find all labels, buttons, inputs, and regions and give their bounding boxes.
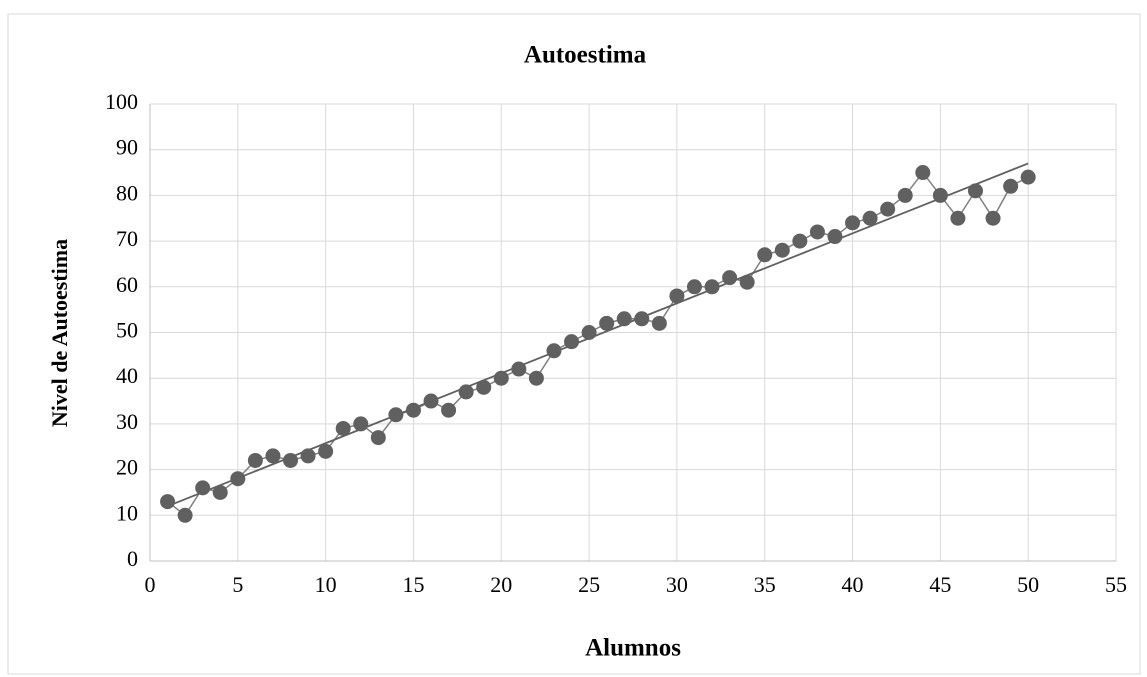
y-tick-label: 80: [116, 180, 138, 205]
data-point: [599, 315, 615, 331]
data-point: [405, 402, 421, 418]
data-point: [230, 471, 246, 487]
data-point: [704, 279, 720, 295]
data-point: [476, 379, 492, 395]
y-tick-label: 40: [116, 363, 138, 388]
data-point: [932, 187, 948, 203]
data-point: [669, 288, 685, 304]
data-point: [862, 210, 878, 226]
y-tick-label: 60: [116, 272, 138, 297]
y-tick-label: 30: [116, 409, 138, 434]
data-point: [388, 407, 404, 423]
data-point: [616, 311, 632, 327]
data-point: [177, 507, 193, 523]
data-point: [967, 183, 983, 199]
data-point: [985, 210, 1001, 226]
data-point: [827, 229, 843, 245]
data-point: [739, 274, 755, 290]
x-tick-label: 50: [1017, 572, 1039, 597]
data-point: [651, 315, 667, 331]
data-point: [247, 452, 263, 468]
data-point: [845, 215, 861, 231]
x-tick-label: 20: [490, 572, 512, 597]
data-point: [897, 187, 913, 203]
data-point: [318, 443, 334, 459]
data-point: [511, 361, 527, 377]
y-tick-label: 100: [105, 89, 138, 114]
data-point: [370, 430, 386, 446]
data-point: [634, 311, 650, 327]
data-point: [950, 210, 966, 226]
x-tick-label: 15: [402, 572, 424, 597]
y-tick-label: 10: [116, 500, 138, 525]
data-point: [335, 420, 351, 436]
x-tick-label: 55: [1105, 572, 1127, 597]
data-point: [915, 165, 931, 181]
data-point: [458, 384, 474, 400]
data-point: [265, 448, 281, 464]
y-axis-label: Nivel de Autoestima: [47, 239, 72, 427]
data-point: [353, 416, 369, 432]
data-point: [283, 452, 299, 468]
data-point: [160, 494, 176, 510]
y-tick-label: 70: [116, 226, 138, 251]
data-point: [564, 334, 580, 350]
data-point: [757, 247, 773, 263]
x-tick-label: 40: [842, 572, 864, 597]
data-point: [1003, 178, 1019, 194]
data-point: [792, 233, 808, 249]
data-point: [722, 270, 738, 286]
x-tick-label: 30: [666, 572, 688, 597]
y-tick-label: 20: [116, 455, 138, 480]
chart-title: Autoestima: [524, 42, 647, 69]
data-point: [581, 325, 597, 340]
data-point: [195, 480, 211, 496]
x-tick-label: 45: [929, 572, 951, 597]
x-axis-label: Alumnos: [585, 635, 681, 662]
x-tick-label: 10: [315, 572, 337, 597]
data-point: [880, 201, 896, 217]
data-point: [774, 242, 790, 258]
y-tick-label: 0: [127, 546, 138, 571]
data-point: [300, 448, 316, 464]
data-point: [546, 343, 562, 359]
x-tick-label: 25: [578, 572, 600, 597]
y-tick-label: 50: [116, 318, 138, 343]
data-point: [493, 370, 509, 386]
data-point: [528, 370, 544, 386]
data-point: [809, 224, 825, 240]
x-tick-label: 5: [232, 572, 243, 597]
data-point: [212, 484, 228, 500]
data-point: [441, 402, 457, 418]
x-tick-label: 35: [754, 572, 776, 597]
x-tick-label: 0: [145, 572, 156, 597]
data-point: [686, 279, 702, 295]
y-tick-label: 90: [116, 135, 138, 160]
data-point: [1020, 169, 1036, 185]
data-point: [423, 393, 439, 409]
